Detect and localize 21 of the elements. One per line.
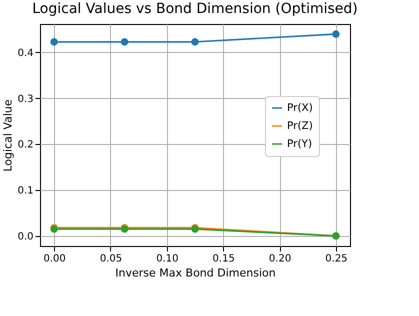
x-tick-label: 0.20: [268, 254, 292, 264]
point: [50, 38, 58, 46]
chart-title: Logical Values vs Bond Dimension (Optimised): [32, 1, 358, 17]
x-axis-title: Inverse Max Bond Dimension: [115, 266, 276, 280]
y-tick-label: 0.4: [18, 48, 34, 59]
y-tick-label: 0.2: [18, 140, 34, 151]
legend-label: Pr(X): [287, 102, 313, 114]
y-axis-title: Logical Value: [2, 99, 15, 172]
legend-label: Pr(Z): [287, 120, 313, 132]
x-tick-label: 0.00: [43, 254, 66, 264]
legend-label: Pr(Y): [287, 138, 312, 150]
x-tick-label: 0.25: [325, 254, 348, 264]
point: [191, 38, 199, 46]
y-tick-label: 0.1: [18, 186, 34, 197]
x-tick-label: 0.05: [100, 254, 122, 264]
point: [120, 38, 128, 46]
y-tick-label: 0.0: [18, 231, 34, 242]
point: [332, 30, 340, 38]
x-tick-label: 0.15: [212, 254, 235, 264]
y-tick-label: 0.3: [18, 94, 34, 105]
x-tick-label: 0.10: [156, 254, 178, 264]
